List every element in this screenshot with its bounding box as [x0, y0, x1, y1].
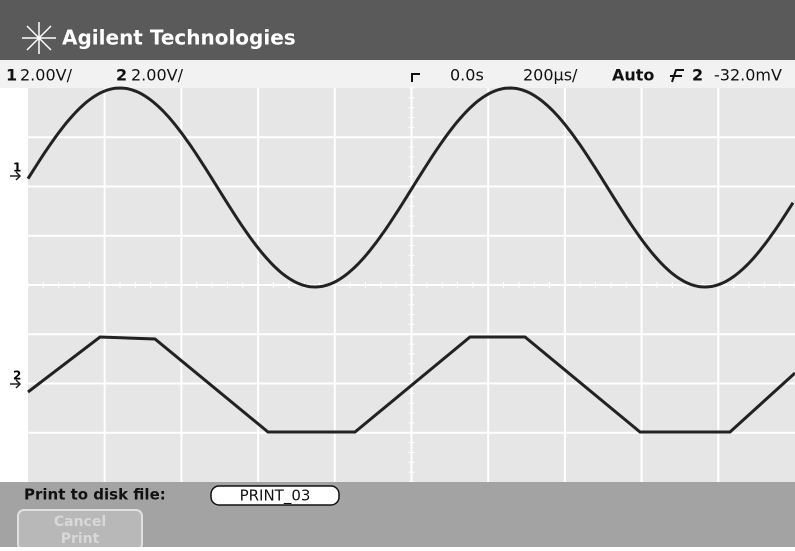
button-label: Cancel — [54, 514, 106, 530]
ch2-scale: 2.00V/ — [131, 66, 184, 85]
brand: Agilent Technologies — [62, 26, 296, 50]
trigger-source: 2 — [692, 66, 703, 85]
page: Agilent Technologies 1 2.00V/ 2 2.00V/ 0… — [0, 0, 795, 547]
delay: 0.0s — [450, 66, 484, 85]
oscilloscope-screen: Agilent Technologies 1 2.00V/ 2 2.00V/ 0… — [0, 0, 795, 547]
button-label: Print — [61, 531, 100, 547]
mode: Auto — [612, 66, 654, 85]
logo — [22, 22, 56, 54]
ch2-label: 2 — [116, 66, 127, 85]
timebase: 200µs/ — [523, 66, 578, 85]
ch1-scale: 2.00V/ — [20, 66, 73, 85]
trigger-level: -32.0mV — [714, 66, 782, 85]
print-label: Print to disk file: — [24, 486, 166, 504]
filename: PRINT_03 — [240, 487, 311, 506]
ch1-label: 1 — [6, 66, 17, 85]
